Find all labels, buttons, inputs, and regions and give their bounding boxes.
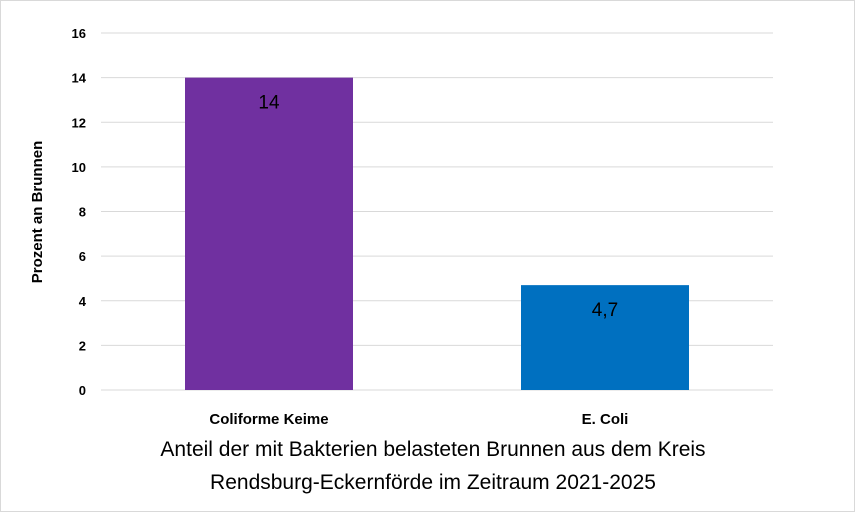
y-tick-label: 8 [79, 205, 86, 220]
y-tick-label: 6 [79, 249, 86, 264]
category-label: Coliforme Keime [209, 411, 328, 428]
y-tick-label: 12 [72, 115, 86, 130]
y-tick-label: 2 [79, 338, 86, 353]
x-axis-title-line-1: Anteil der mit Bakterien belasteten Brun… [160, 438, 705, 461]
y-tick-label: 10 [72, 160, 86, 175]
data-label: 4,7 [592, 300, 618, 321]
y-tick-label: 4 [79, 294, 87, 309]
x-axis-title-line-2: Rendsburg-Eckernförde im Zeitraum 2021-2… [210, 471, 656, 494]
y-axis-label: Prozent an Brunnen [29, 141, 46, 284]
y-tick-label: 16 [72, 26, 86, 41]
category-label: E. Coli [582, 411, 629, 428]
data-label: 14 [258, 93, 280, 114]
y-tick-label: 0 [79, 383, 86, 398]
bar [521, 285, 689, 390]
y-tick-label: 14 [72, 71, 87, 86]
bar [185, 77, 353, 390]
